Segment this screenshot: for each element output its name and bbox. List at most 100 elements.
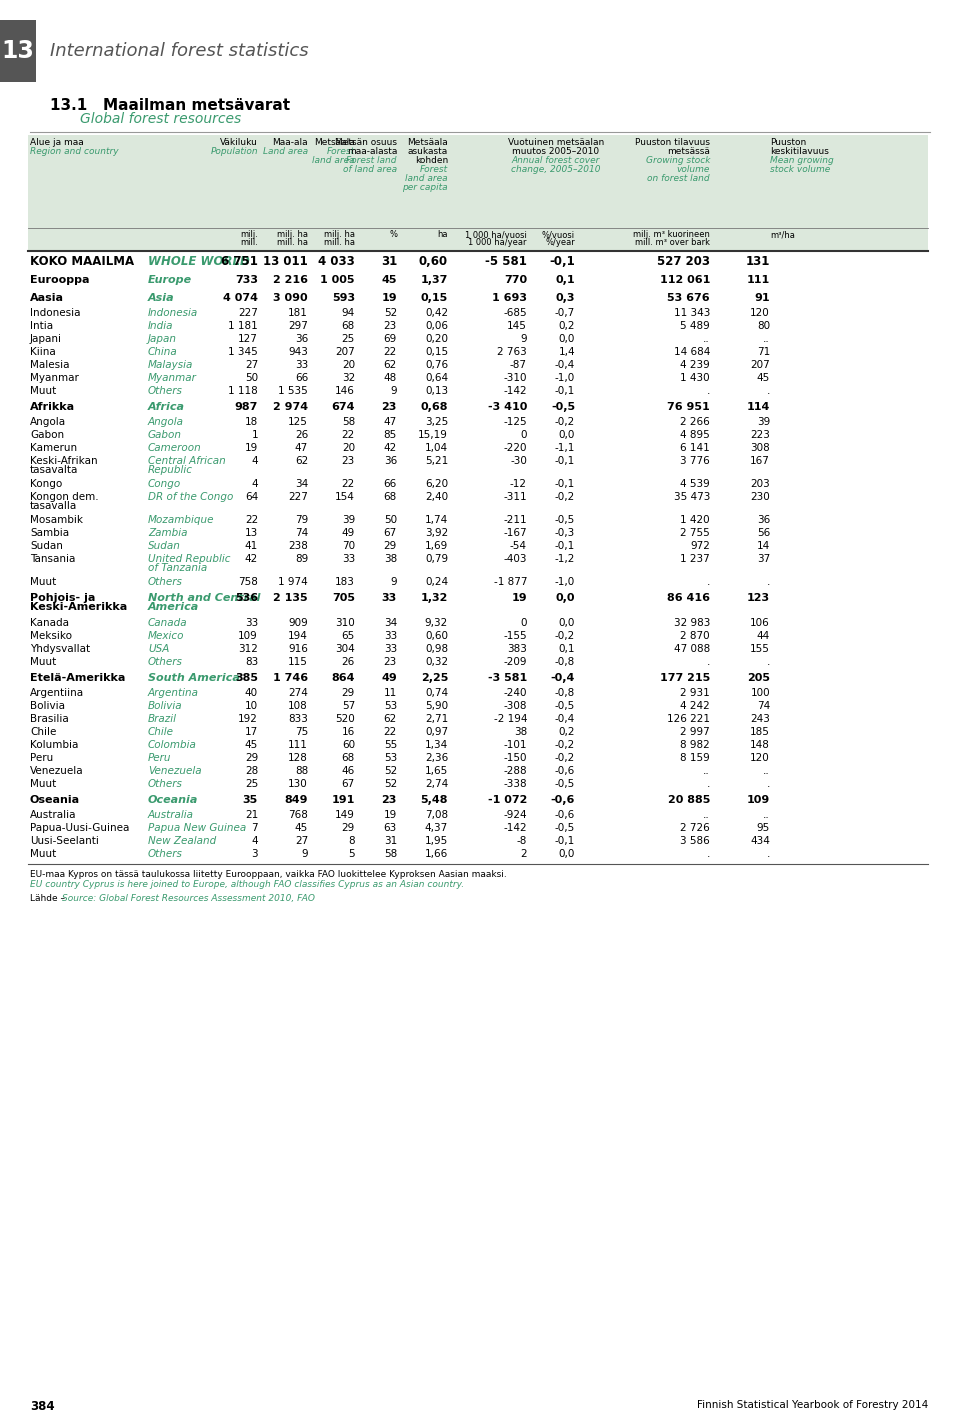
Text: Eurooppa: Eurooppa: [30, 275, 89, 285]
Text: Aasia: Aasia: [30, 292, 64, 304]
Text: Malesia: Malesia: [30, 360, 69, 370]
Text: 230: 230: [751, 492, 770, 502]
Text: 22: 22: [245, 515, 258, 525]
Text: of land area: of land area: [343, 165, 397, 175]
Text: 36: 36: [384, 455, 397, 465]
Text: 52: 52: [384, 779, 397, 789]
Text: 2,25: 2,25: [420, 673, 448, 683]
Text: 100: 100: [751, 688, 770, 698]
Text: America: America: [148, 602, 200, 612]
Text: -30: -30: [510, 455, 527, 465]
Text: 705: 705: [332, 593, 355, 603]
Text: 62: 62: [384, 714, 397, 724]
Text: mill.: mill.: [240, 238, 258, 247]
Text: 83: 83: [245, 657, 258, 667]
Text: 109: 109: [747, 795, 770, 805]
Text: 3,25: 3,25: [424, 417, 448, 427]
Text: Population: Population: [210, 148, 258, 156]
Text: 312: 312: [238, 644, 258, 654]
Text: 238: 238: [288, 541, 308, 551]
Text: 0: 0: [520, 430, 527, 440]
Text: .: .: [767, 779, 770, 789]
Text: 1 118: 1 118: [228, 386, 258, 396]
Text: 25: 25: [342, 333, 355, 343]
Text: 4 539: 4 539: [681, 480, 710, 490]
Text: -310: -310: [503, 373, 527, 383]
Text: 29: 29: [384, 541, 397, 551]
Text: 68: 68: [342, 321, 355, 331]
Text: EU country Cyprus is here joined to Europe, although FAO classifies Cyprus as an: EU country Cyprus is here joined to Euro…: [30, 880, 464, 888]
Text: 70: 70: [342, 541, 355, 551]
Text: 38: 38: [384, 553, 397, 563]
Text: Mean growing: Mean growing: [770, 156, 833, 165]
Text: ..: ..: [763, 810, 770, 820]
Text: 1 693: 1 693: [492, 292, 527, 304]
Text: -0,2: -0,2: [555, 739, 575, 751]
Text: Malaysia: Malaysia: [148, 360, 193, 370]
Text: 733: 733: [235, 275, 258, 285]
Text: of Tanzania: of Tanzania: [148, 563, 207, 573]
Text: 1 005: 1 005: [321, 275, 355, 285]
Text: -0,1: -0,1: [555, 480, 575, 490]
Text: KOKO MAAILMA: KOKO MAAILMA: [30, 255, 134, 268]
Text: 2 135: 2 135: [274, 593, 308, 603]
Text: 125: 125: [288, 417, 308, 427]
Text: 0,60: 0,60: [419, 255, 448, 268]
Text: 0,0: 0,0: [559, 430, 575, 440]
Text: 849: 849: [284, 795, 308, 805]
Text: 57: 57: [342, 701, 355, 711]
Text: Australia: Australia: [148, 810, 194, 820]
Text: Vuotuinen metsäalan: Vuotuinen metsäalan: [508, 138, 604, 148]
Text: 47: 47: [295, 443, 308, 453]
Text: 9: 9: [301, 849, 308, 858]
Text: -0,1: -0,1: [555, 541, 575, 551]
Text: 3 090: 3 090: [274, 292, 308, 304]
Text: Annual forest cover: Annual forest cover: [512, 156, 600, 165]
Text: 13 011: 13 011: [263, 255, 308, 268]
Text: 1,32: 1,32: [420, 593, 448, 603]
Text: 39: 39: [342, 515, 355, 525]
Text: 13: 13: [2, 38, 35, 62]
Text: 4: 4: [252, 836, 258, 846]
Text: 916: 916: [288, 644, 308, 654]
Text: %: %: [389, 230, 397, 238]
Text: 1 746: 1 746: [273, 673, 308, 683]
Text: -0,5: -0,5: [555, 701, 575, 711]
Text: -220: -220: [503, 443, 527, 453]
Text: Papua-Uusi-Guinea: Papua-Uusi-Guinea: [30, 823, 130, 833]
Text: Etelä-Amerikka: Etelä-Amerikka: [30, 673, 126, 683]
Text: 149: 149: [335, 810, 355, 820]
Text: Japani: Japani: [30, 333, 62, 343]
Text: 1,4: 1,4: [559, 348, 575, 358]
Text: tasavalla: tasavalla: [30, 501, 77, 511]
Text: Alue ja maa: Alue ja maa: [30, 138, 84, 148]
Text: 27: 27: [295, 836, 308, 846]
Text: 89: 89: [295, 553, 308, 563]
Text: -87: -87: [510, 360, 527, 370]
Text: -0,4: -0,4: [551, 673, 575, 683]
Text: 68: 68: [384, 492, 397, 502]
Text: 0,60: 0,60: [425, 631, 448, 641]
Text: Japan: Japan: [148, 333, 177, 343]
Text: Global forest resources: Global forest resources: [80, 112, 241, 126]
Text: -3 410: -3 410: [488, 402, 527, 412]
Text: 0,3: 0,3: [556, 292, 575, 304]
Text: Peru: Peru: [30, 753, 53, 763]
Text: 37: 37: [756, 553, 770, 563]
Text: -0,2: -0,2: [555, 492, 575, 502]
Text: Argentina: Argentina: [148, 688, 199, 698]
Text: 770: 770: [504, 275, 527, 285]
Bar: [0, 20, 36, 82]
Text: 6,20: 6,20: [425, 480, 448, 490]
Text: Growing stock: Growing stock: [645, 156, 710, 165]
Text: 4,37: 4,37: [424, 823, 448, 833]
Text: Congo: Congo: [148, 480, 181, 490]
Text: Bolivia: Bolivia: [148, 701, 182, 711]
Text: 23: 23: [384, 321, 397, 331]
Text: 115: 115: [288, 657, 308, 667]
Text: Angola: Angola: [30, 417, 66, 427]
Text: Puuston tilavuus: Puuston tilavuus: [635, 138, 710, 148]
Text: -8: -8: [516, 836, 527, 846]
Text: -0,2: -0,2: [555, 417, 575, 427]
Text: Väkiluku: Väkiluku: [220, 138, 258, 148]
